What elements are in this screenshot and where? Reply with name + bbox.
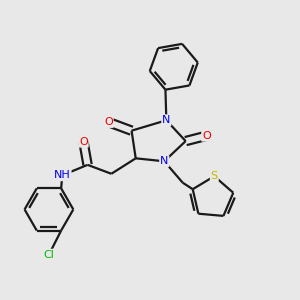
Text: N: N — [160, 156, 169, 166]
Text: O: O — [104, 117, 113, 127]
Text: NH: NH — [54, 170, 71, 180]
Text: O: O — [202, 131, 211, 141]
Text: N: N — [162, 115, 170, 125]
Text: Cl: Cl — [44, 250, 54, 260]
Text: S: S — [211, 171, 218, 181]
Text: O: O — [79, 137, 88, 147]
